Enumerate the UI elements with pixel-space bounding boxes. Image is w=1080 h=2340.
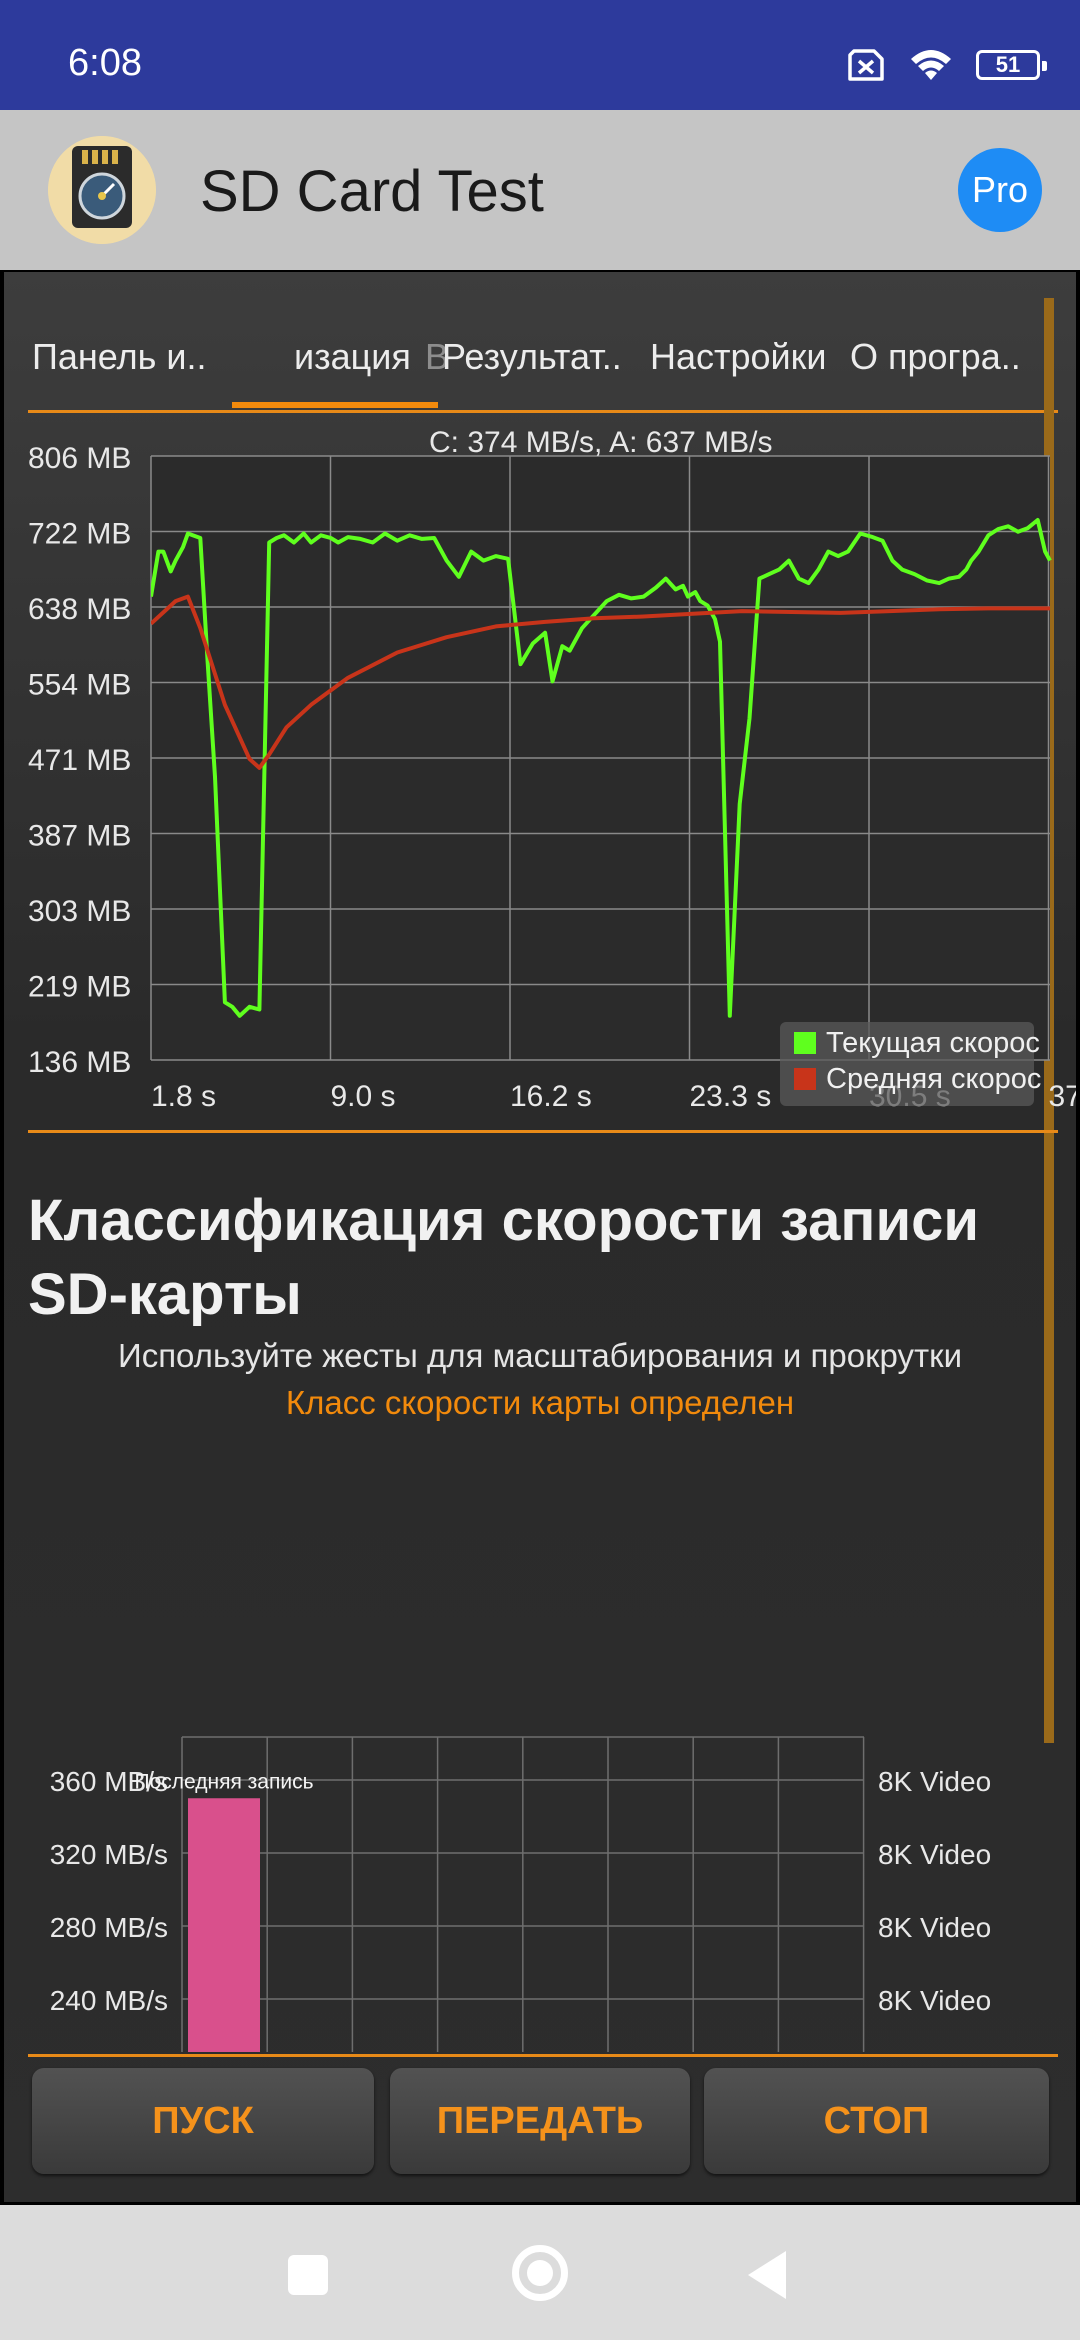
main-panel: Панель и.. изация В Результат.. Настройк… xyxy=(4,272,1076,2202)
section-title-line1: Классификация скорости записи xyxy=(28,1188,980,1253)
tab-about[interactable]: О програ.. xyxy=(850,336,1021,377)
stop-button[interactable]: СТОП xyxy=(704,2068,1049,2174)
tab-visualization[interactable]: изация xyxy=(294,336,411,377)
recents-icon[interactable] xyxy=(288,2255,328,2295)
status-bar: 6:08 51 xyxy=(0,0,1080,110)
start-button[interactable]: ПУСК xyxy=(32,2068,374,2174)
speed-y-tick: 136 MB xyxy=(28,1046,131,1079)
status-icons: 51 xyxy=(846,44,1047,86)
back-icon[interactable] xyxy=(748,2251,786,2299)
class-result: Класс скорости карты определен xyxy=(285,1384,795,1421)
tab-bar[interactable]: Панель и.. изация В Результат.. Настройк… xyxy=(28,332,1056,402)
class-y-tick: 360 MB/s xyxy=(50,1766,168,1797)
class-chart: 360 MB/s 8K Video 320 MB/s 8K Video 280 MB/s… xyxy=(50,1736,991,2052)
share-button-label: ПЕРЕДАТЬ xyxy=(436,2099,644,2142)
tab-results[interactable]: Результат.. xyxy=(442,336,622,377)
class-y-tick: 240 MB/s xyxy=(50,1985,168,2016)
speed-legend-swatch xyxy=(794,1032,816,1054)
speed-chart-header: C: 374 MB/s, A: 637 MB/s xyxy=(429,426,772,459)
class-y-tick: 280 MB/s xyxy=(50,1912,168,1943)
speed-y-tick: 471 MB xyxy=(28,744,131,777)
class-right-tick: 8K Video xyxy=(878,1912,991,1943)
wifi-icon xyxy=(911,50,951,80)
speed-y-tick: 806 MB xyxy=(28,442,131,475)
speed-x-tick: 23.3 s xyxy=(690,1080,772,1112)
class-right-tick: 8K Video xyxy=(878,1985,991,2016)
battery-level: 51 xyxy=(995,52,1021,77)
section-title: Классификация скорости записи SD-карты xyxy=(28,1184,1058,1332)
home-icon[interactable] xyxy=(512,2245,568,2301)
class-bar xyxy=(188,1798,260,2052)
share-button[interactable]: ПЕРЕДАТЬ xyxy=(390,2068,690,2174)
class-right-tick: 8K Video xyxy=(878,1766,991,1797)
buttons-divider xyxy=(28,2054,1058,2057)
current-speed-line xyxy=(151,518,1052,1018)
tab-divider xyxy=(28,410,1058,413)
navigation-bar xyxy=(0,2205,1080,2340)
tab-settings[interactable]: Настройки xyxy=(650,336,827,377)
speed-y-tick: 387 MB xyxy=(28,820,131,853)
battery-icon: 51 xyxy=(976,50,1047,80)
pro-button[interactable]: Pro xyxy=(958,148,1042,232)
speed-chart: 806 MB 722 MB 638 MB 554 MB 471 MB 387 MB 303 … xyxy=(28,426,1077,1112)
sim-off-icon xyxy=(848,49,884,81)
speed-legend-swatch xyxy=(794,1068,816,1090)
action-buttons: ПУСК ПЕРЕДАТЬ СТОП xyxy=(0,2068,1080,2178)
average-speed-line xyxy=(151,594,1050,770)
status-time: 6:08 xyxy=(68,42,142,84)
active-tab-indicator xyxy=(232,402,438,408)
app-bar: SD Card Test Pro xyxy=(0,110,1080,270)
app-title: SD Card Test xyxy=(200,159,544,224)
speed-x-tick: 37.7 s xyxy=(1049,1080,1077,1112)
speed-y-tick: 219 MB xyxy=(28,971,131,1004)
speed-x-tick: 9.0 s xyxy=(331,1080,396,1112)
speed-x-tick: 1.8 s xyxy=(151,1080,216,1112)
speed-legend xyxy=(780,1022,1034,1106)
speed-y-tick: 303 MB xyxy=(28,895,131,928)
speed-y-tick: 554 MB xyxy=(28,669,131,702)
speed-y-tick: 722 MB xyxy=(28,518,131,551)
tab-dashboard[interactable]: Панель и.. xyxy=(32,336,207,377)
section-title-line2: SD-карты xyxy=(28,1262,302,1327)
tab-hidden[interactable]: В xyxy=(425,336,450,377)
class-y-tick: 320 MB/s xyxy=(50,1839,168,1870)
speed-legend-label: Текущая скорос xyxy=(826,1027,1040,1059)
speed-y-tick: 638 MB xyxy=(28,593,131,626)
main-content: Панель и.. изация В Результат.. Настройк… xyxy=(0,270,1080,2205)
sd-card-gauge-icon xyxy=(48,136,156,244)
class-bar-label: Последняя запись xyxy=(134,1770,313,1793)
stop-button-label: СТОП xyxy=(823,2099,930,2142)
zoom-hint: Используйте жесты для масштабирования и … xyxy=(117,1337,963,1374)
speed-x-tick: 16.2 s xyxy=(510,1080,592,1112)
speed-legend-label: Средняя скорос xyxy=(826,1063,1041,1095)
start-button-label: ПУСК xyxy=(152,2099,254,2142)
class-right-tick: 8K Video xyxy=(878,1839,991,1870)
chart-divider xyxy=(28,1130,1058,1133)
